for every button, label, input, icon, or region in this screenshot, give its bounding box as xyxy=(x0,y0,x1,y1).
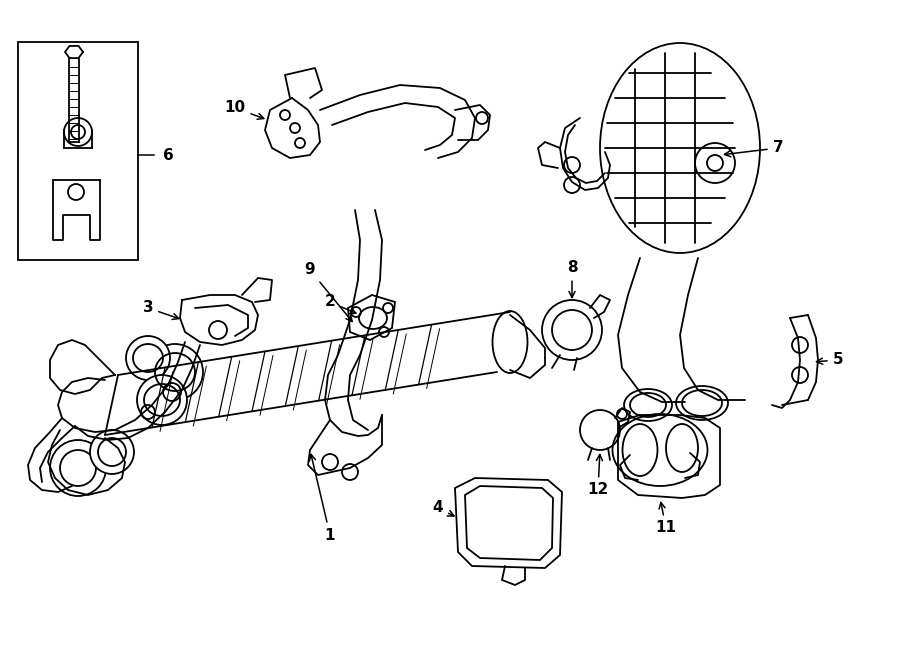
Circle shape xyxy=(147,344,203,400)
Text: 8: 8 xyxy=(567,260,577,297)
Text: 1: 1 xyxy=(310,454,335,543)
Circle shape xyxy=(90,430,134,474)
Circle shape xyxy=(137,375,187,425)
Circle shape xyxy=(50,440,106,496)
Text: 12: 12 xyxy=(588,455,608,498)
Text: 10: 10 xyxy=(224,100,264,119)
Ellipse shape xyxy=(492,311,527,373)
Ellipse shape xyxy=(676,386,728,420)
Ellipse shape xyxy=(624,389,672,421)
Text: 11: 11 xyxy=(655,502,677,535)
Text: 6: 6 xyxy=(163,147,174,163)
Circle shape xyxy=(126,336,170,380)
Text: 5: 5 xyxy=(816,352,843,368)
Text: 2: 2 xyxy=(325,295,356,313)
Text: 3: 3 xyxy=(143,301,179,319)
Text: 7: 7 xyxy=(724,141,783,157)
Text: 9: 9 xyxy=(305,262,352,321)
Bar xyxy=(18,42,138,260)
Text: 4: 4 xyxy=(433,500,454,516)
